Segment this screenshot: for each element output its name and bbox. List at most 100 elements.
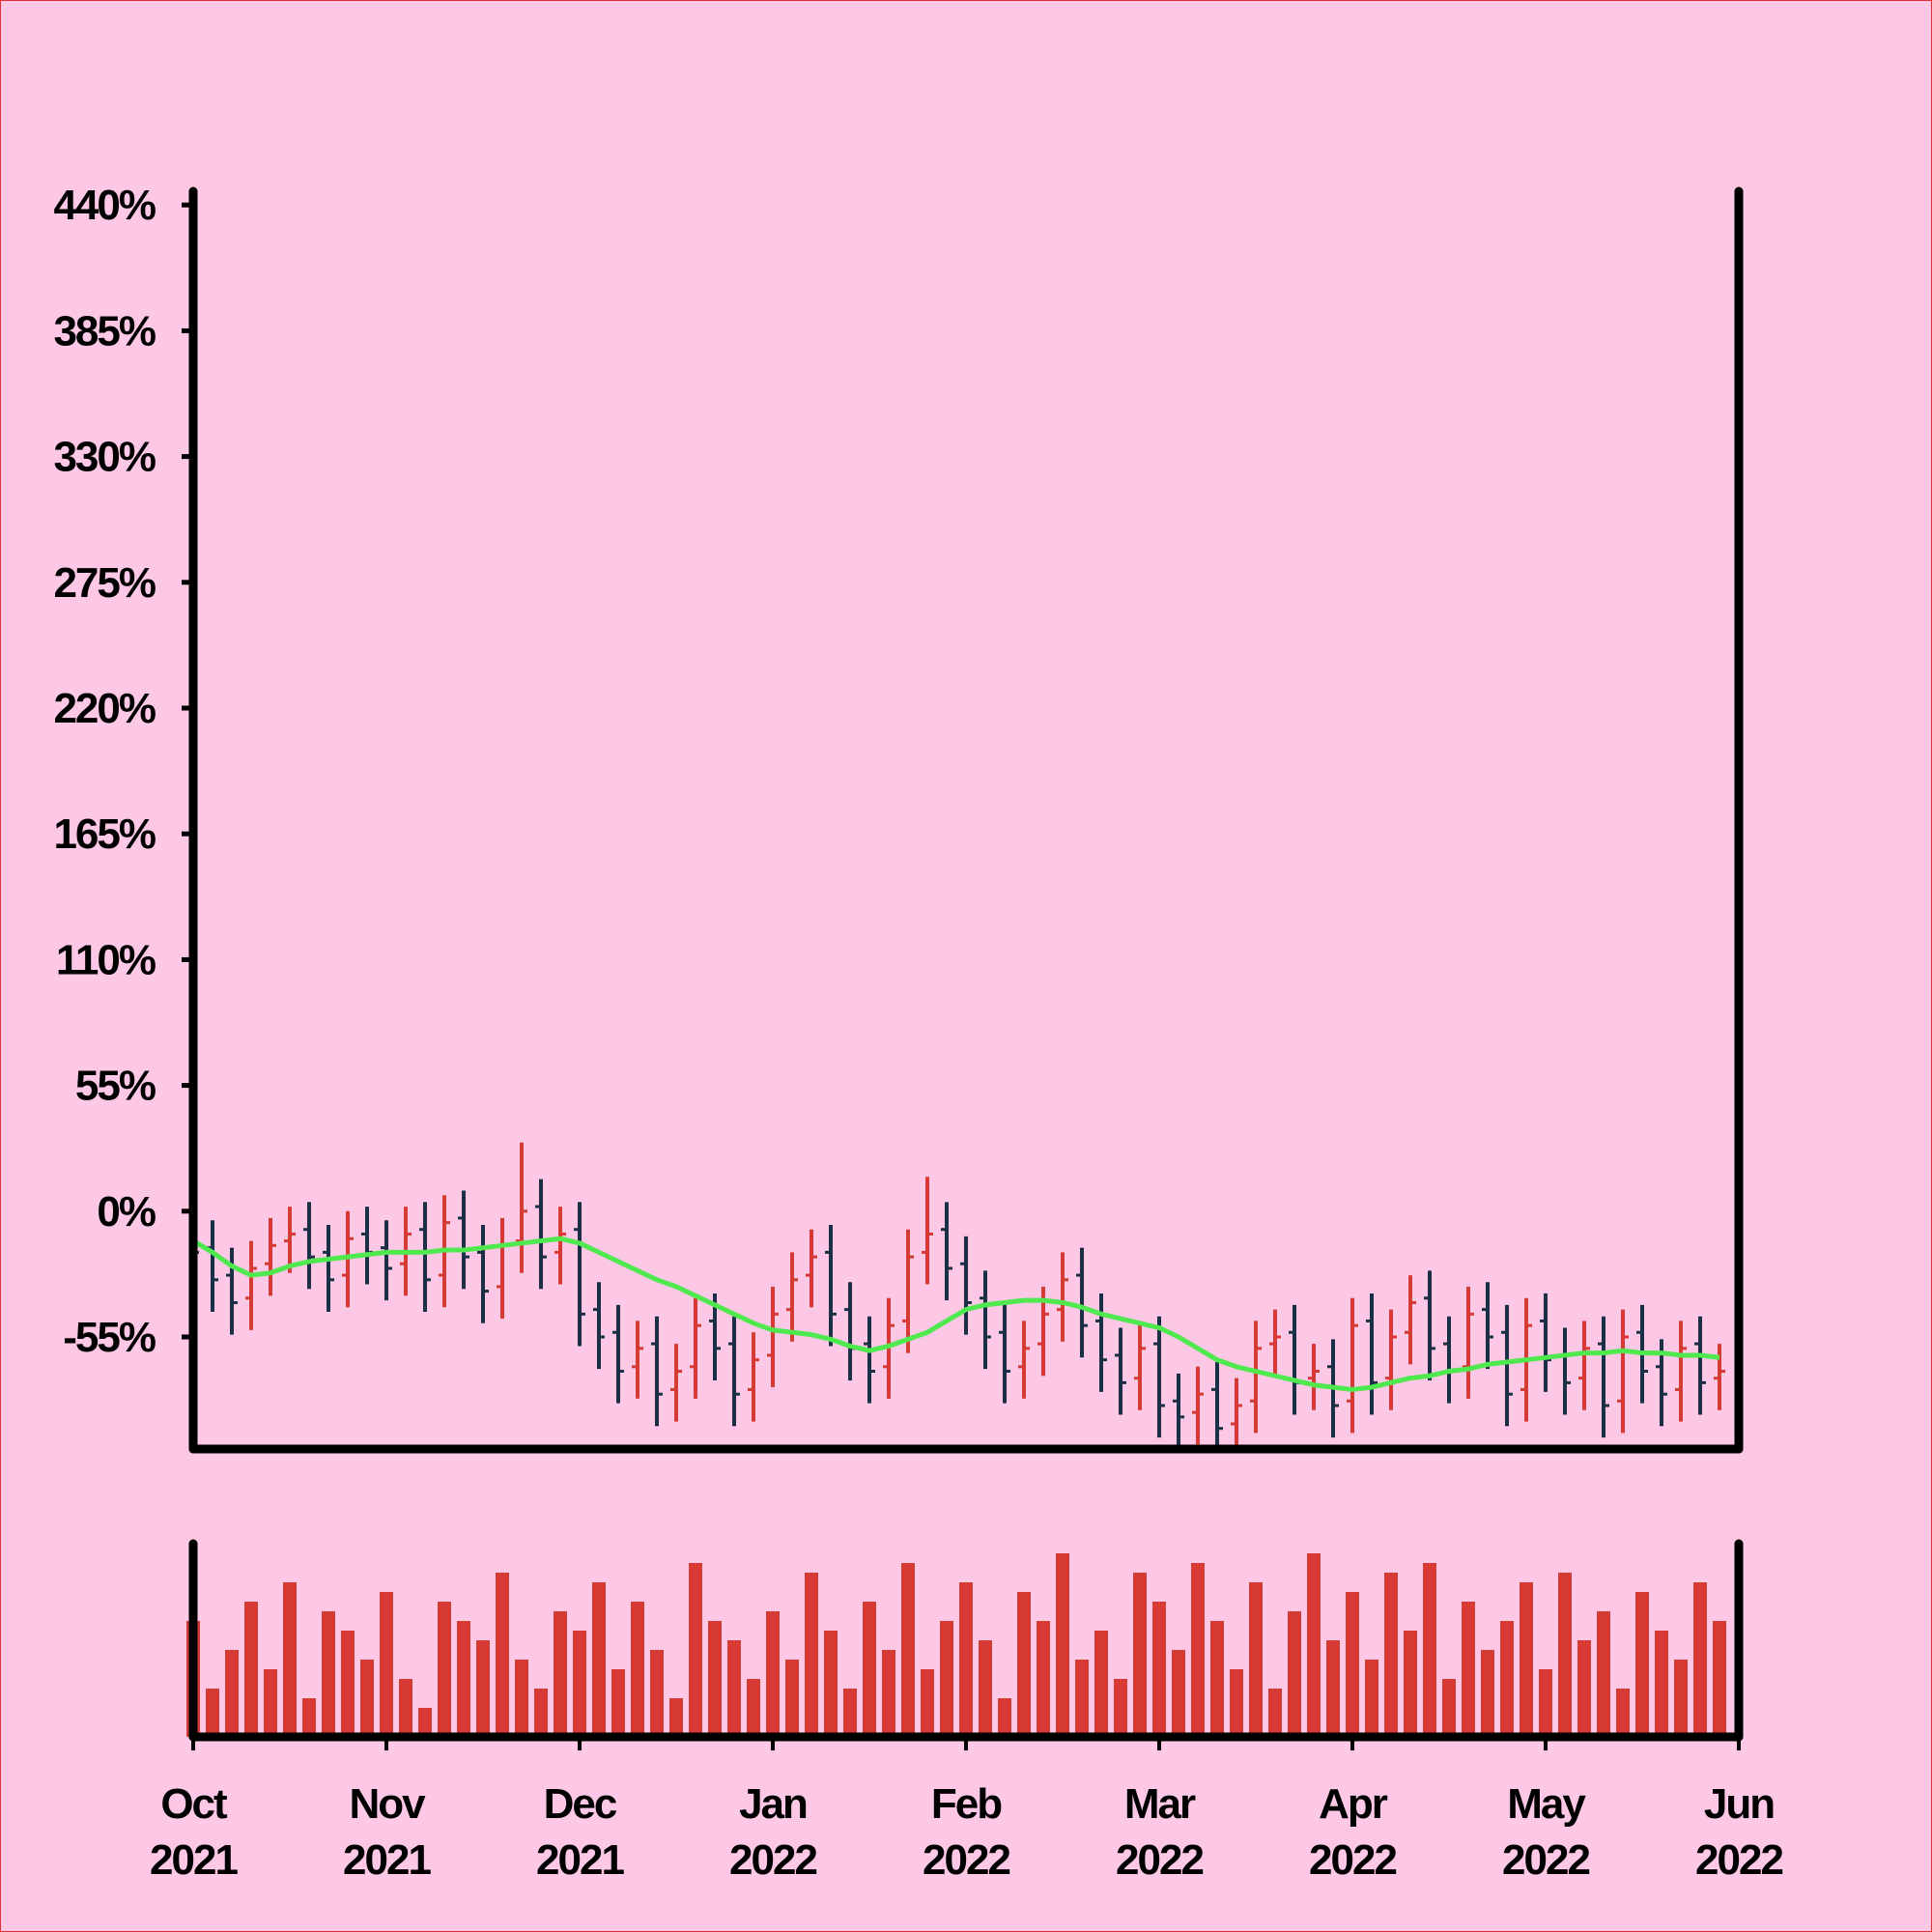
x-tick-label: 2022: [1309, 1836, 1396, 1884]
volume-bar: [244, 1602, 258, 1737]
x-tick-label: 2022: [923, 1836, 1009, 1884]
volume-bar: [264, 1669, 277, 1737]
volume-panel: [186, 1553, 1726, 1737]
volume-bar: [418, 1708, 432, 1737]
volume-bar: [380, 1592, 393, 1737]
volume-bar: [554, 1611, 567, 1737]
volume-bar: [1133, 1573, 1147, 1737]
volume-bar: [1075, 1660, 1089, 1737]
y-tick-label: 220%: [53, 685, 155, 732]
volume-bar: [611, 1669, 625, 1737]
volume-bar: [689, 1563, 702, 1737]
volume-bar: [669, 1698, 683, 1737]
volume-bar: [341, 1631, 355, 1737]
volume-bar: [959, 1582, 973, 1737]
volume-bar: [399, 1679, 412, 1737]
x-tick-label: 2022: [1695, 1836, 1782, 1884]
volume-bar: [573, 1631, 586, 1737]
volume-bar: [1635, 1592, 1649, 1737]
volume-bar: [1365, 1660, 1378, 1737]
price-panel: [193, 1142, 1725, 1449]
volume-bar: [1172, 1650, 1185, 1737]
y-tick-label: 110%: [56, 936, 156, 983]
x-tick-label: Jan: [739, 1780, 807, 1828]
volume-bar: [1307, 1553, 1321, 1737]
volume-bar: [1616, 1689, 1630, 1737]
y-tick-label: -55%: [63, 1314, 156, 1361]
volume-bar: [1558, 1573, 1572, 1737]
y-tick-label: 275%: [53, 559, 155, 607]
volume-bar: [1423, 1563, 1436, 1737]
volume-bar: [650, 1650, 664, 1737]
volume-bar: [1191, 1563, 1205, 1737]
volume-bar: [360, 1660, 374, 1737]
volume-bar: [1230, 1669, 1243, 1737]
x-tick-label: 2021: [536, 1836, 624, 1884]
volume-bar: [534, 1689, 548, 1737]
volume-bar: [1249, 1582, 1263, 1737]
volume-bar: [901, 1563, 915, 1737]
volume-bar: [476, 1640, 490, 1737]
y-tick-label: 55%: [75, 1063, 156, 1110]
volume-bar: [1481, 1650, 1494, 1737]
volume-bar: [1326, 1640, 1340, 1737]
axes: 440% 385% 330% 275% 220% 165% 110% 55% 0% -55% Oct…: [53, 182, 1784, 1884]
volume-bar: [1539, 1669, 1552, 1737]
volume-bar: [785, 1660, 799, 1737]
volume-bar: [882, 1650, 895, 1737]
volume-bar: [1500, 1621, 1514, 1737]
volume-bar: [1674, 1660, 1688, 1737]
volume-bar: [979, 1640, 992, 1737]
x-tick-label: Nov: [349, 1780, 426, 1828]
volume-bar: [206, 1689, 219, 1737]
y-tick-label: 330%: [53, 434, 155, 481]
x-tick-label: May: [1507, 1780, 1586, 1828]
volume-bar: [824, 1631, 838, 1737]
volume-bar: [1442, 1679, 1456, 1737]
volume-bar: [921, 1669, 934, 1737]
volume-bar: [998, 1698, 1011, 1737]
volume-bar: [747, 1679, 760, 1737]
volume-bar: [727, 1640, 741, 1737]
volume-bar: [1094, 1631, 1108, 1737]
x-tick-label: Oct: [160, 1780, 228, 1828]
x-tick-label: 2021: [343, 1836, 431, 1884]
volume-bar: [1114, 1679, 1127, 1737]
volume-bar: [863, 1602, 876, 1737]
volume-bar: [1288, 1611, 1301, 1737]
volume-bar: [1597, 1611, 1610, 1737]
y-tick-label: 385%: [53, 307, 155, 355]
moving-average: [193, 1236, 1720, 1392]
volume-bar: [1404, 1631, 1417, 1737]
volume-bar: [302, 1698, 316, 1737]
x-tick-label: 2021: [150, 1836, 238, 1884]
volume-bar: [1384, 1573, 1398, 1737]
volume-bar: [940, 1621, 953, 1737]
volume-bar: [1152, 1602, 1166, 1737]
volume-bar: [322, 1611, 335, 1737]
x-tick-label: Feb: [931, 1780, 1002, 1828]
volume-bar: [515, 1660, 528, 1737]
volume-bar: [1210, 1621, 1224, 1737]
volume-bar: [225, 1650, 239, 1737]
y-tick-label: 440%: [53, 182, 155, 229]
volume-bar: [457, 1621, 470, 1737]
volume-bar: [592, 1582, 606, 1737]
volume-bar: [1713, 1621, 1726, 1737]
volume-bar: [1520, 1582, 1533, 1737]
volume-bar: [805, 1573, 818, 1737]
y-tick-label: 0%: [97, 1188, 155, 1236]
x-tick-label: 2022: [1116, 1836, 1203, 1884]
x-tick-label: 2022: [1502, 1836, 1589, 1884]
volume-bar: [1693, 1582, 1707, 1737]
x-tick-label: Mar: [1124, 1780, 1196, 1828]
volume-bar: [766, 1611, 780, 1737]
volume-bar: [631, 1602, 644, 1737]
volume-bar: [1017, 1592, 1031, 1737]
x-tick-label: Apr: [1319, 1780, 1388, 1828]
x-tick-label: Dec: [544, 1780, 617, 1828]
volume-bar: [1037, 1621, 1050, 1737]
x-tick-label: Jun: [1704, 1780, 1774, 1828]
x-tick-label: 2022: [729, 1836, 816, 1884]
